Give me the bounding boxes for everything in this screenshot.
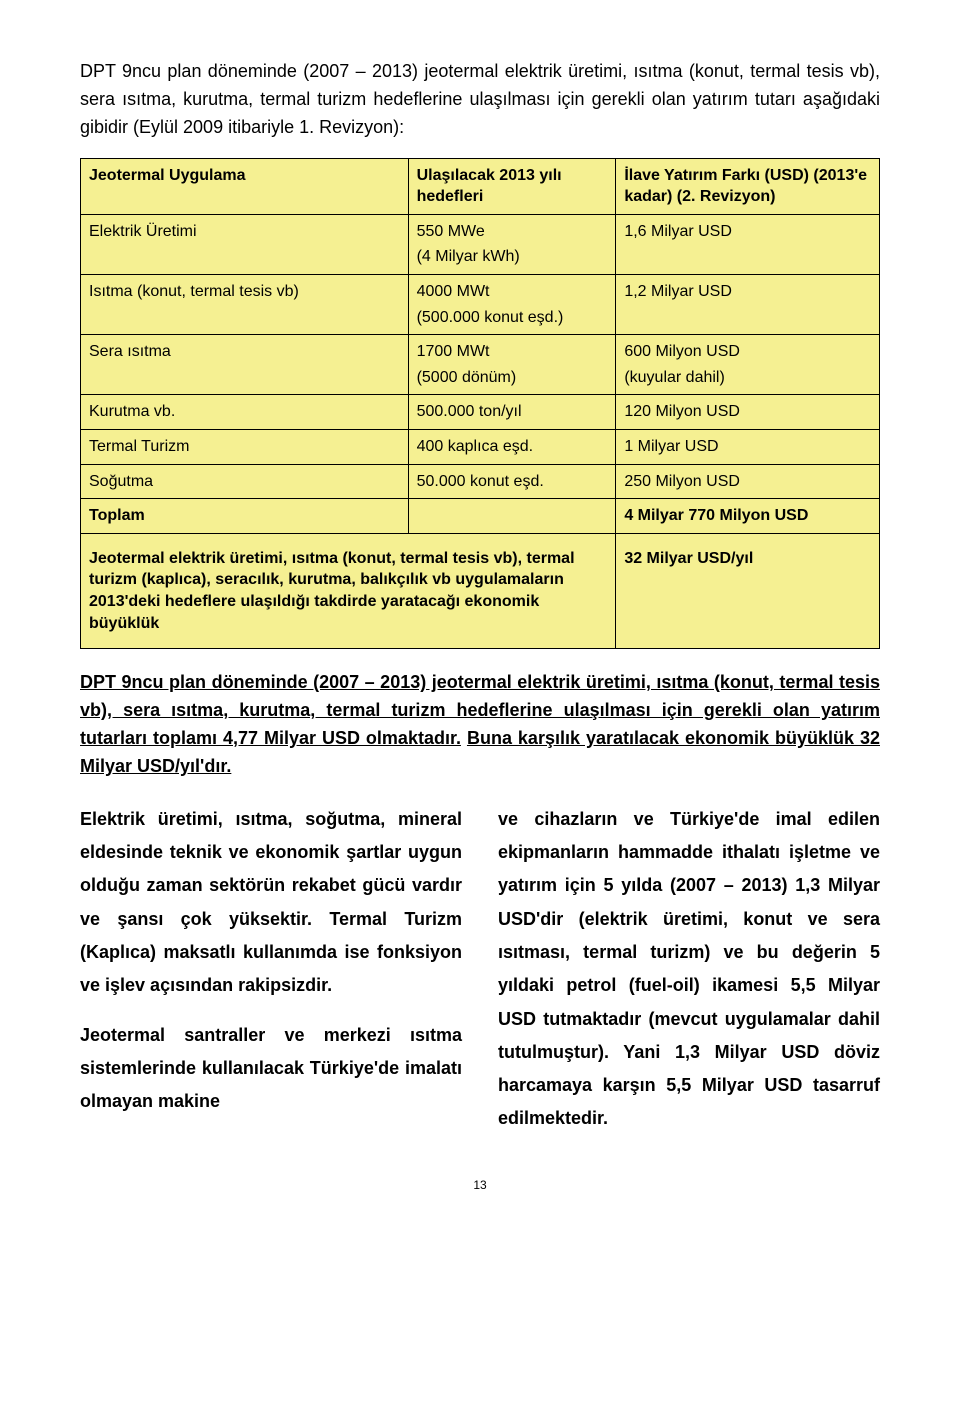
left-p1: Elektrik üretimi, ısıtma, soğutma, miner… bbox=[80, 803, 462, 1003]
table-footer-row: Jeotermal elektrik üretimi, ısıtma (konu… bbox=[81, 533, 880, 648]
right-p1: ve cihazların ve Türkiye'de imal edilen … bbox=[498, 803, 880, 1136]
summary-paragraph: DPT 9ncu plan döneminde (2007 – 2013) je… bbox=[80, 669, 880, 781]
investment-table: Jeotermal UygulamaUlaşılacak 2013 yılı h… bbox=[80, 158, 880, 650]
right-column: ve cihazların ve Türkiye'de imal edilen … bbox=[498, 803, 880, 1152]
table-total-row: Toplam4 Milyar 770 Milyon USD bbox=[81, 499, 880, 534]
table-row: Isıtma (konut, termal tesis vb)4000 MWt(… bbox=[81, 275, 880, 335]
left-p2: Jeotermal santraller ve merkezi ısıtma s… bbox=[80, 1019, 462, 1119]
table-header-row: Jeotermal UygulamaUlaşılacak 2013 yılı h… bbox=[81, 158, 880, 214]
table-row: Elektrik Üretimi550 MWe(4 Milyar kWh)1,6… bbox=[81, 214, 880, 274]
table-row: Kurutma vb.500.000 ton/yıl120 Milyon USD bbox=[81, 395, 880, 430]
page-number: 13 bbox=[80, 1178, 880, 1192]
two-column-body: Elektrik üretimi, ısıtma, soğutma, miner… bbox=[80, 803, 880, 1152]
table-row: Termal Turizm400 kaplıca eşd.1 Milyar US… bbox=[81, 430, 880, 465]
table-row: Sera ısıtma1700 MWt(5000 dönüm)600 Milyo… bbox=[81, 335, 880, 395]
left-column: Elektrik üretimi, ısıtma, soğutma, miner… bbox=[80, 803, 462, 1152]
table-row: Soğutma50.000 konut eşd.250 Milyon USD bbox=[81, 464, 880, 499]
intro-paragraph: DPT 9ncu plan döneminde (2007 – 2013) je… bbox=[80, 58, 880, 142]
